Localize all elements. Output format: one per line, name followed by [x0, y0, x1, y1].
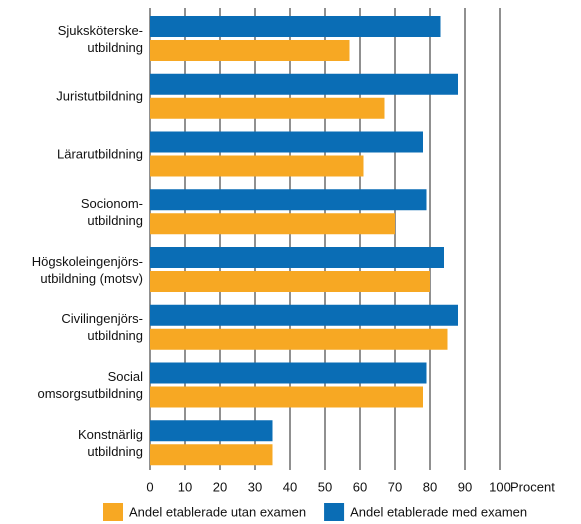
bar — [150, 328, 448, 350]
bar — [150, 40, 350, 61]
category-label: Högskoleingenjörs- utbildning (motsv) — [31, 253, 143, 286]
x-tick-label: 100 — [489, 479, 511, 494]
x-tick-label: 40 — [283, 479, 297, 494]
category-label: Social omsorgsutbildning — [37, 369, 143, 401]
bar — [150, 97, 385, 119]
x-tick-label: 60 — [353, 479, 367, 494]
x-tick-label: 0 — [146, 479, 153, 494]
category-label: Lärarutbildning — [56, 146, 143, 162]
x-tick-label: 50 — [318, 479, 332, 494]
category-label: Konstnärlig utbildning — [77, 426, 143, 459]
legend-label: Andel etablerade utan examen — [129, 504, 306, 519]
bar — [150, 155, 364, 177]
x-tick-label: 80 — [423, 479, 437, 494]
bar — [150, 131, 423, 153]
legend-swatch — [103, 503, 123, 521]
bar — [150, 386, 423, 408]
bar — [150, 16, 441, 37]
category-label: Sjuksköterske- utbildning — [57, 22, 143, 55]
bar — [150, 271, 430, 292]
bar — [150, 213, 395, 235]
bar — [150, 189, 427, 211]
legend-label: Andel etablerade med examen — [350, 504, 527, 519]
bar — [150, 444, 273, 466]
x-tick-label: 20 — [213, 479, 227, 494]
legend-swatch — [324, 503, 345, 521]
x-tick-label: 10 — [178, 479, 192, 494]
bar — [150, 73, 458, 95]
x-tick-label: 70 — [388, 479, 402, 494]
x-axis-label: Procent — [510, 479, 555, 494]
category-label: Socionom- utbildning — [80, 195, 143, 228]
bar — [150, 362, 427, 384]
bar — [150, 420, 273, 442]
x-tick-label: 30 — [248, 479, 262, 494]
category-label: Civilingenjörs- utbildning — [61, 311, 143, 344]
bar — [150, 247, 444, 268]
bar — [150, 304, 458, 326]
x-tick-label: 90 — [458, 479, 472, 494]
category-label: Juristutbildning — [56, 88, 143, 104]
